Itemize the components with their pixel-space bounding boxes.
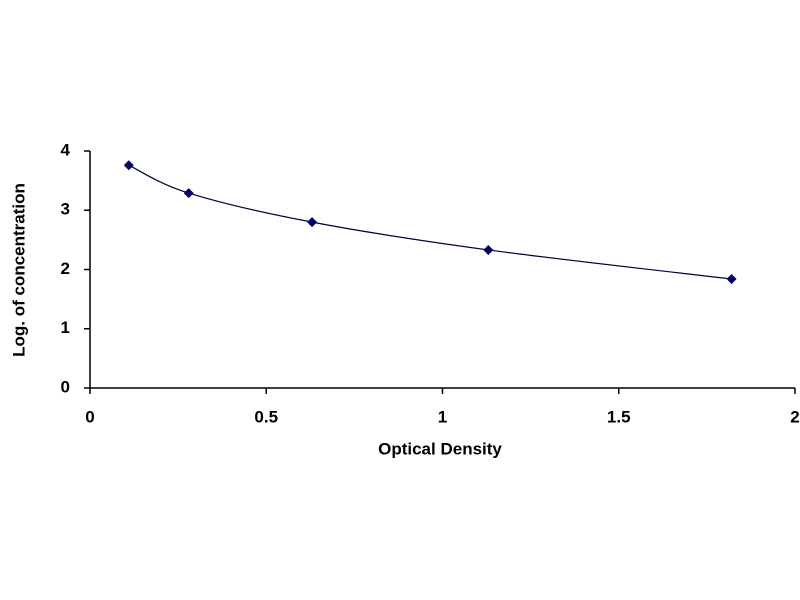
- y-axis-label: Log. of concentration: [9, 183, 28, 357]
- x-axis-label: Optical Density: [378, 439, 502, 458]
- y-tick-label: 0: [61, 377, 70, 396]
- point: [307, 217, 318, 228]
- y-tick-label: 4: [61, 140, 71, 159]
- point: [123, 160, 134, 171]
- x-tick-label: 1.5: [607, 407, 631, 426]
- x-tick-label: 0: [85, 407, 94, 426]
- x-tick-label: 0.5: [254, 407, 278, 426]
- point: [183, 188, 194, 199]
- point: [726, 273, 737, 284]
- x-tick-label: 1: [438, 407, 447, 426]
- point: [483, 244, 494, 255]
- y-tick-label: 2: [61, 259, 70, 278]
- y-tick-label: 3: [61, 200, 70, 219]
- x-tick-label: 2: [790, 407, 799, 426]
- y-tick-label: 1: [61, 318, 70, 337]
